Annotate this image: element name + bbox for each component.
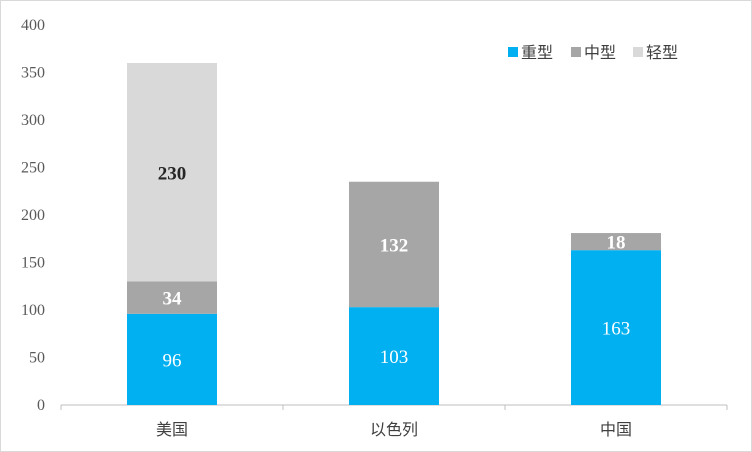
legend-swatch [633, 47, 643, 57]
x-category-label: 以色列 [370, 420, 418, 439]
x-category-label: 中国 [600, 420, 632, 439]
y-tick-label: 100 [21, 302, 45, 319]
legend-label: 中型 [584, 43, 616, 62]
data-labels: 96 34 230 103 132 163 18 [158, 163, 631, 371]
y-tick-label: 300 [21, 112, 45, 129]
x-category-label: 美国 [156, 420, 188, 439]
data-label: 163 [602, 319, 631, 340]
bar-segment [127, 313, 217, 405]
legend-swatch [508, 47, 518, 57]
data-label: 132 [380, 235, 409, 256]
data-label: 34 [163, 289, 183, 310]
y-axis: 0 50 100 150 200 250 300 350 400 [21, 17, 45, 414]
data-label: 18 [607, 233, 626, 254]
bar-segment [349, 181, 439, 308]
legend: 重型 中型 轻型 [508, 43, 678, 62]
legend-swatch [571, 47, 581, 57]
bar-segment [349, 307, 439, 405]
data-label: 103 [380, 347, 409, 368]
bars [127, 63, 661, 405]
y-tick-label: 350 [21, 65, 45, 82]
y-tick-label: 50 [29, 350, 45, 367]
bar-segment [127, 63, 217, 282]
y-tick-label: 150 [21, 255, 45, 272]
bar-segment [571, 233, 661, 251]
x-axis: 美国 以色列 中国 [60, 404, 728, 439]
legend-label: 重型 [521, 43, 553, 62]
y-tick-label: 250 [21, 160, 45, 177]
y-tick-label: 400 [21, 17, 45, 34]
data-label: 230 [158, 163, 187, 184]
y-tick-label: 0 [37, 397, 45, 414]
data-label: 96 [163, 350, 182, 371]
legend-label: 轻型 [646, 43, 678, 62]
y-tick-label: 200 [21, 207, 45, 224]
bar-segment [127, 281, 217, 314]
bar-segment [571, 250, 661, 405]
